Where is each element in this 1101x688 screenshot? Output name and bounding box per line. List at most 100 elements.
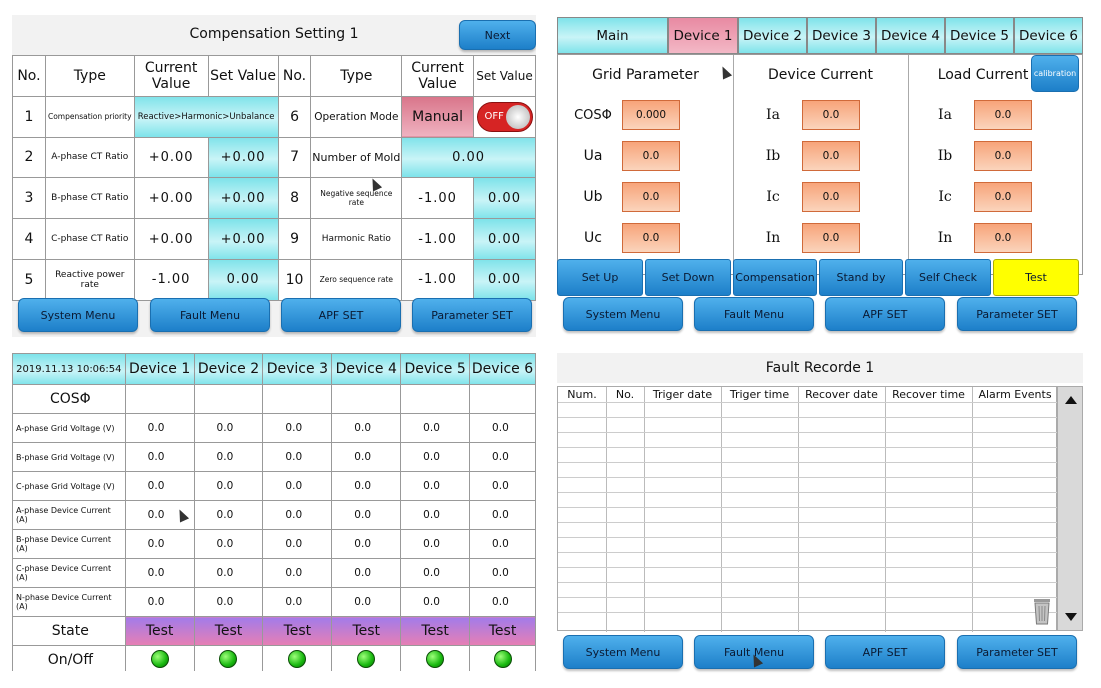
table-row: C-phase Device Current (A) 0.0 0.0 0.0 0…: [12, 558, 536, 588]
row-type: Zero sequence rate: [310, 258, 403, 301]
state-value: Test: [193, 616, 264, 646]
parameter-set-button[interactable]: Parameter SET: [957, 635, 1077, 669]
grid-line: [558, 522, 1058, 523]
status-led-icon[interactable]: [357, 649, 376, 668]
grid-line: [558, 567, 1058, 568]
fault-menu-button[interactable]: Fault Menu: [694, 635, 814, 669]
apf-set-button[interactable]: APF SET: [825, 297, 945, 331]
operation-mode-value[interactable]: Manual: [401, 95, 474, 138]
table-row: 2 A-phase CT Ratio +0.00 +0.00 7 Number …: [12, 136, 536, 179]
state-value: Test: [124, 616, 195, 646]
column-device-1: Device 1: [124, 353, 195, 385]
row-label: COSΦ: [12, 384, 126, 414]
tab-device-5[interactable]: Device 5: [945, 17, 1014, 54]
table-cell: 0.0: [469, 413, 536, 443]
status-led-icon[interactable]: [493, 649, 512, 668]
test-button[interactable]: Test: [993, 259, 1079, 296]
table-cell: 0.0: [400, 471, 471, 501]
system-menu-button[interactable]: System Menu: [563, 297, 683, 331]
set-value[interactable]: 0.00: [473, 218, 536, 260]
tab-device-6[interactable]: Device 6: [1014, 17, 1083, 54]
table-cell: 0.0: [469, 529, 536, 559]
status-led-icon[interactable]: [150, 649, 169, 668]
table-cell: 0.0: [262, 471, 333, 501]
device-label: Ib: [765, 148, 781, 164]
set-value[interactable]: 0.00: [207, 258, 279, 301]
compensation-priority-value[interactable]: Reactive>Harmonic>Unbalance: [133, 95, 279, 138]
table-cell: 0.0: [124, 442, 195, 472]
fault-menu-button[interactable]: Fault Menu: [150, 298, 270, 332]
apf-set-button[interactable]: APF SET: [825, 635, 945, 669]
row-label: A-phase Device Current (A): [12, 500, 126, 530]
status-led-icon[interactable]: [288, 649, 307, 668]
set-value[interactable]: +0.00: [207, 177, 279, 220]
system-menu-button[interactable]: System Menu: [563, 635, 683, 669]
set-up-button[interactable]: Set Up: [557, 259, 643, 296]
state-value: Test: [331, 616, 402, 646]
header-set-value: Set Value: [473, 55, 536, 97]
status-led-icon[interactable]: [219, 649, 238, 668]
tab-device-4[interactable]: Device 4: [876, 17, 945, 54]
table-row: B-phase Device Current (A) 0.0 0.0 0.0 0…: [12, 529, 536, 559]
table-row: 1 Compensation priority Reactive>Harmoni…: [12, 95, 536, 138]
grid-line: [558, 492, 1058, 493]
set-value[interactable]: +0.00: [207, 218, 279, 260]
table-cell: 0.0: [469, 442, 536, 472]
current-value: -1.00: [401, 177, 474, 220]
system-menu-button[interactable]: System Menu: [18, 298, 138, 332]
table-cell: [469, 384, 536, 414]
trash-icon[interactable]: [1032, 597, 1052, 625]
device-label: In: [765, 230, 781, 246]
fault-menu-button[interactable]: Fault Menu: [694, 297, 814, 331]
table-cell: 0.0: [331, 587, 402, 617]
load-label: Ib: [937, 148, 953, 164]
set-down-button[interactable]: Set Down: [645, 259, 731, 296]
table-cell: 0.0: [193, 529, 264, 559]
row-type: Reactive power rate: [44, 258, 135, 301]
table-cell: 0.0: [262, 413, 333, 443]
table-cell: 0.0: [469, 471, 536, 501]
row-label: C-phase Device Current (A): [12, 558, 126, 588]
calibration-button[interactable]: calibration: [1031, 55, 1079, 92]
tab-device-2[interactable]: Device 2: [738, 17, 807, 54]
header-recover-date: Recover date: [805, 388, 878, 401]
set-value[interactable]: 0.00: [473, 258, 536, 301]
table-cell: 0.0: [469, 558, 536, 588]
operation-toggle[interactable]: OFF: [476, 101, 533, 132]
tab-main[interactable]: Main: [557, 17, 668, 54]
set-value[interactable]: 0.00: [473, 177, 536, 220]
grid-parameter-title: Grid Parameter: [592, 67, 699, 83]
state-value: Test: [469, 616, 536, 646]
number-of-mold-value[interactable]: 0.00: [401, 136, 536, 179]
row-label: B-phase Device Current (A): [12, 529, 126, 559]
grid-line: [558, 597, 1058, 598]
table-cell: 0.0: [400, 413, 471, 443]
compensation-button[interactable]: Compensation: [733, 259, 817, 296]
row-type: Harmonic Ratio: [310, 218, 403, 260]
table-cell: 0.0: [262, 442, 333, 472]
stand-by-button[interactable]: Stand by: [819, 259, 903, 296]
device-overview-table: 2019.11.13 10:06:54 Device 1 Device 2 De…: [12, 353, 536, 671]
grid-line: [798, 387, 799, 632]
table-cell: 0.0: [124, 413, 195, 443]
tab-device-3[interactable]: Device 3: [807, 17, 876, 54]
set-value[interactable]: +0.00: [207, 136, 279, 179]
apf-set-button[interactable]: APF SET: [281, 298, 401, 332]
header-alarm-events: Alarm Events: [978, 388, 1052, 401]
onoff-cell: [331, 645, 402, 671]
parameter-set-button[interactable]: Parameter SET: [957, 297, 1077, 331]
next-button[interactable]: Next: [459, 20, 536, 50]
table-cell: 0.0: [331, 471, 402, 501]
table-cell: [400, 384, 471, 414]
scroll-up-icon[interactable]: [1065, 396, 1077, 404]
tab-device-1[interactable]: Device 1: [668, 17, 738, 54]
scroll-down-icon[interactable]: [1065, 613, 1077, 621]
status-led-icon[interactable]: [426, 649, 445, 668]
state-row: State Test Test Test Test Test Test: [12, 616, 536, 646]
self-check-button[interactable]: Self Check: [905, 259, 991, 296]
row-type: A-phase CT Ratio: [44, 136, 135, 179]
row-label: B-phase Grid Voltage (V): [12, 442, 126, 472]
scrollbar[interactable]: [1057, 386, 1083, 631]
parameter-set-button[interactable]: Parameter SET: [412, 298, 532, 332]
table-row: 3 B-phase CT Ratio +0.00 +0.00 8 Negativ…: [12, 177, 536, 220]
